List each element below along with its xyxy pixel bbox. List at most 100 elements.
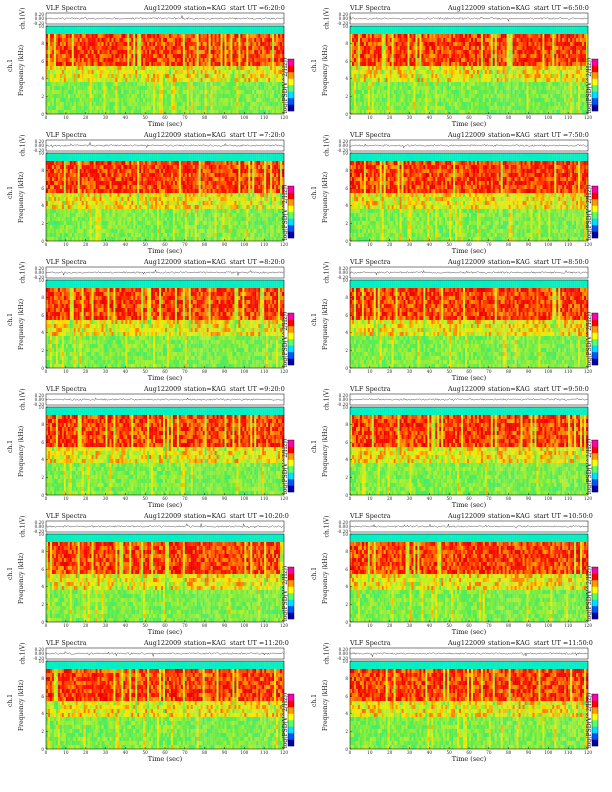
spectrogram-cell <box>127 50 130 55</box>
spectrogram-cell <box>63 90 66 95</box>
spectrogram-cell <box>435 50 438 55</box>
spectrogram-cell <box>176 38 180 43</box>
spectrogram-cell <box>61 70 64 75</box>
spectrogram-cell <box>558 30 561 35</box>
spectrogram-cell <box>274 70 277 75</box>
spectrogram-cell <box>182 74 185 79</box>
spectrogram-cell <box>502 66 505 71</box>
spectrogram-cell <box>512 54 515 59</box>
spectrogram-cell <box>168 62 172 67</box>
spectrogram-cell <box>224 34 227 39</box>
spectrogram-cell <box>415 34 418 39</box>
spectrogram-cell <box>540 30 543 35</box>
spectrogram-cell <box>166 82 170 87</box>
spectrogram-cell <box>262 74 265 79</box>
spectrogram-cell <box>423 98 426 103</box>
spectrogram-cell <box>459 94 462 99</box>
spectrogram-cell <box>67 42 70 47</box>
spectrogram-cell <box>127 94 130 99</box>
spectrogram-cell <box>532 46 535 51</box>
spectrogram-cell <box>113 26 116 31</box>
spectrogram-cell <box>61 54 64 59</box>
spectrogram-cell <box>47 42 51 47</box>
spectrogram-cell <box>355 34 359 39</box>
spectrogram-cell <box>244 78 247 83</box>
spectrogram-cell <box>252 74 255 79</box>
spectrogram-cell <box>488 62 491 67</box>
spectrogram-cell <box>49 30 53 35</box>
spectrogram-cell <box>133 90 136 95</box>
spectrogram-cell <box>504 98 507 103</box>
spectrogram-cell <box>81 94 84 99</box>
spectrogram-cell <box>151 86 154 91</box>
spectrogram-cell <box>439 66 442 71</box>
spectrogram-cell <box>258 98 261 103</box>
spectrogram-cell <box>47 82 51 87</box>
spectrogram-cell <box>95 70 98 75</box>
spectrogram-cell <box>425 90 428 95</box>
spectrogram-cell <box>276 50 279 55</box>
spectrogram-svg <box>45 12 295 115</box>
spectrogram-cell <box>582 78 585 83</box>
spectrogram-cell <box>413 30 416 35</box>
spectrogram-cell <box>564 70 567 75</box>
spectrogram-cell <box>230 30 233 35</box>
spectrogram-cell <box>53 110 57 115</box>
spectrogram-cell <box>77 78 80 83</box>
spectrogram-cell <box>423 66 426 71</box>
spectrogram-cell <box>117 34 120 39</box>
spectrogram-cell <box>463 98 466 103</box>
spectrogram-cell <box>524 82 527 87</box>
spectrogram-cell <box>101 38 104 43</box>
colorbar-segment <box>288 72 294 79</box>
spectrogram-cell <box>556 86 559 91</box>
spectrogram-cell <box>166 42 170 47</box>
spectrogram-cell <box>97 26 100 31</box>
spectrogram-cell <box>472 46 476 51</box>
spectrogram-cell <box>135 78 138 83</box>
spectrogram-cell <box>484 78 487 83</box>
spectrogram-cell <box>141 46 144 51</box>
spectrogram-cell <box>498 74 501 79</box>
spectrogram-cell <box>63 62 66 67</box>
spectrogram-cell <box>391 54 394 59</box>
spectrogram-cell <box>262 110 265 115</box>
spectrogram-cell <box>395 38 398 43</box>
spectrogram-cell <box>540 70 543 75</box>
spectrogram-cell <box>280 78 283 83</box>
spectrogram-cell <box>103 98 106 103</box>
spectrogram-cell <box>87 94 90 99</box>
spectrogram-cell <box>212 46 215 51</box>
spectrogram-cell <box>242 82 245 87</box>
spectrogram-cell <box>159 74 162 79</box>
spectrogram-cell <box>49 106 53 111</box>
spectrogram-cell <box>532 90 535 95</box>
spectrogram-cell <box>278 90 281 95</box>
spectrogram-cell <box>55 82 59 87</box>
spectrogram-cell <box>105 94 108 99</box>
spectrogram-cell <box>220 38 223 43</box>
spectrogram-cell <box>379 46 382 51</box>
spectrogram-cell <box>81 102 84 107</box>
spectrogram-cell <box>234 82 237 87</box>
spectrogram-cell <box>528 90 531 95</box>
spectrogram-cell <box>391 70 394 75</box>
spectrogram-cell <box>397 58 400 63</box>
spectrogram-cell <box>180 26 183 31</box>
spectrogram-cell <box>224 98 227 103</box>
spectrogram-cell <box>486 54 489 59</box>
spectrogram-cell <box>139 58 142 63</box>
spectrogram-cell <box>463 26 466 31</box>
spectrogram-cell <box>441 54 444 59</box>
spectrogram-cell <box>367 46 370 51</box>
spectrogram-cell <box>373 66 376 71</box>
spectrogram-cell <box>584 70 587 75</box>
spectrogram-cell <box>81 62 84 67</box>
spectrogram-cell <box>465 34 468 39</box>
spectrogram-cell <box>371 30 374 35</box>
spectrogram-cell <box>361 26 365 31</box>
spectrogram-cell <box>443 70 446 75</box>
spectrogram-cell <box>282 38 285 43</box>
spectrogram-cell <box>170 74 174 79</box>
spectrogram-cell <box>89 102 92 107</box>
